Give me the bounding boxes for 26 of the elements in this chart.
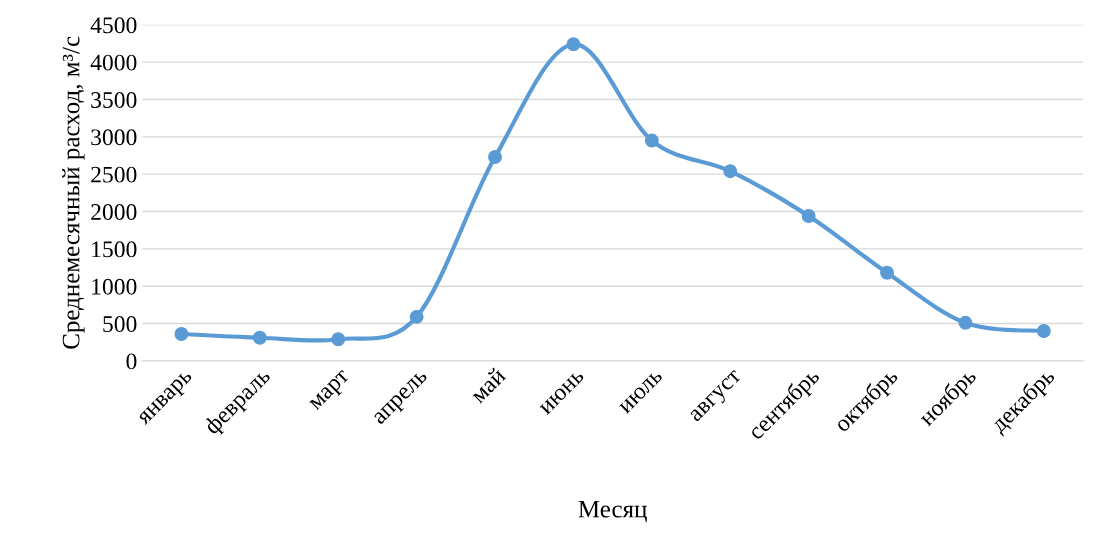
point <box>566 37 581 52</box>
point <box>880 265 894 280</box>
point <box>488 150 502 164</box>
x-tick-label: март <box>309 369 354 414</box>
x-axis-title: Месяц <box>578 500 647 523</box>
point <box>174 327 189 341</box>
y-tick-label: 2000 <box>91 204 137 220</box>
y-tick-label: 1500 <box>92 241 137 258</box>
y-tick-label: 3500 <box>91 91 137 108</box>
point <box>644 133 659 148</box>
point <box>801 209 816 223</box>
x-tick-label: май <box>468 366 507 404</box>
y-tick-label: 3000 <box>91 129 137 146</box>
y-tick-label: 4000 <box>90 54 137 71</box>
y-tick-label: 0 <box>126 353 137 370</box>
point <box>252 330 267 345</box>
point <box>331 332 346 347</box>
point <box>409 309 424 324</box>
y-tick-label: 1000 <box>92 278 137 295</box>
point <box>1036 324 1051 338</box>
point <box>723 164 738 179</box>
point <box>958 315 973 330</box>
y-tick-label: 500 <box>103 316 137 332</box>
y-tick-label: 4500 <box>90 17 137 34</box>
y-axis-title: Среднемесячный расход, м³/с <box>62 36 85 349</box>
y-tick-label: 2500 <box>91 166 137 183</box>
